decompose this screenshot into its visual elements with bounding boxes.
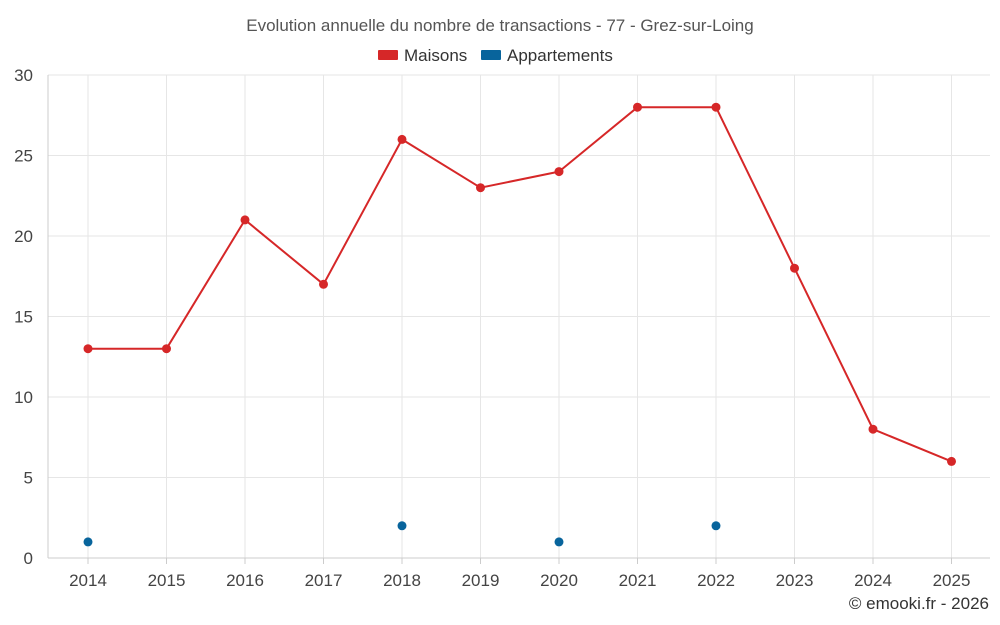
data-point-maisons[interactable] (319, 279, 328, 289)
grid (48, 74, 990, 558)
series-line-segment-maisons (793, 267, 874, 431)
series-line-segment-maisons (479, 170, 560, 189)
x-tick-label: 2019 (462, 571, 500, 590)
data-point-maisons[interactable] (711, 102, 721, 112)
data-point-maisons[interactable] (633, 102, 642, 112)
x-tick-label: 2017 (305, 571, 343, 590)
y-tick-label: 15 (14, 308, 33, 327)
data-point-maisons[interactable] (868, 424, 878, 434)
series-line-segment-maisons (244, 218, 325, 286)
x-tick-label: 2021 (619, 571, 657, 590)
series-line-segment-maisons (715, 106, 796, 270)
data-point-maisons[interactable] (240, 215, 250, 225)
y-tick-label: 30 (14, 66, 33, 85)
series-line-segment-maisons (322, 138, 403, 286)
legend-label-appartements: Appartements (507, 46, 613, 65)
series-line-segment-maisons (165, 218, 246, 350)
series-line-segment-maisons (558, 106, 639, 173)
credit-text: © emooki.fr - 2026 (849, 594, 989, 613)
data-point-maisons[interactable] (397, 134, 407, 144)
legend-label-maisons: Maisons (404, 46, 467, 65)
x-tick-label: 2025 (933, 571, 971, 590)
data-point-appartements[interactable] (711, 521, 721, 531)
x-tick-label: 2014 (69, 571, 107, 590)
y-tick-label: 5 (24, 469, 33, 488)
plot-area (83, 102, 956, 547)
data-point-appartements[interactable] (83, 537, 93, 547)
series-appartements (83, 521, 721, 547)
x-tick-label: 2023 (776, 571, 814, 590)
legend-swatch-appartements (481, 50, 501, 60)
data-point-appartements[interactable] (397, 521, 407, 531)
series-line-segment-maisons (872, 428, 953, 463)
y-tick-label: 25 (14, 147, 33, 166)
x-tick-label: 2018 (383, 571, 421, 590)
data-point-maisons[interactable] (162, 344, 171, 354)
data-point-maisons[interactable] (947, 456, 956, 466)
x-tick-label: 2015 (148, 571, 186, 590)
x-tick-label: 2020 (540, 571, 578, 590)
y-tick-label: 10 (14, 388, 33, 407)
chart-title: Evolution annuelle du nombre de transact… (246, 16, 753, 35)
legend-swatch-maisons (378, 50, 398, 60)
data-point-maisons[interactable] (83, 344, 93, 354)
x-tick-label: 2024 (854, 571, 892, 590)
x-tick-label: 2016 (226, 571, 264, 590)
y-tick-label: 20 (14, 227, 33, 246)
data-point-appartements[interactable] (554, 537, 564, 547)
series-line-segment-maisons (401, 138, 482, 189)
data-point-maisons[interactable] (476, 183, 485, 193)
x-tick-label: 2022 (697, 571, 735, 590)
data-point-maisons[interactable] (790, 263, 799, 273)
y-tick-label: 0 (24, 549, 33, 568)
data-point-maisons[interactable] (554, 167, 564, 177)
series-maisons (83, 102, 956, 466)
legend: Maisons Appartements (378, 46, 613, 65)
